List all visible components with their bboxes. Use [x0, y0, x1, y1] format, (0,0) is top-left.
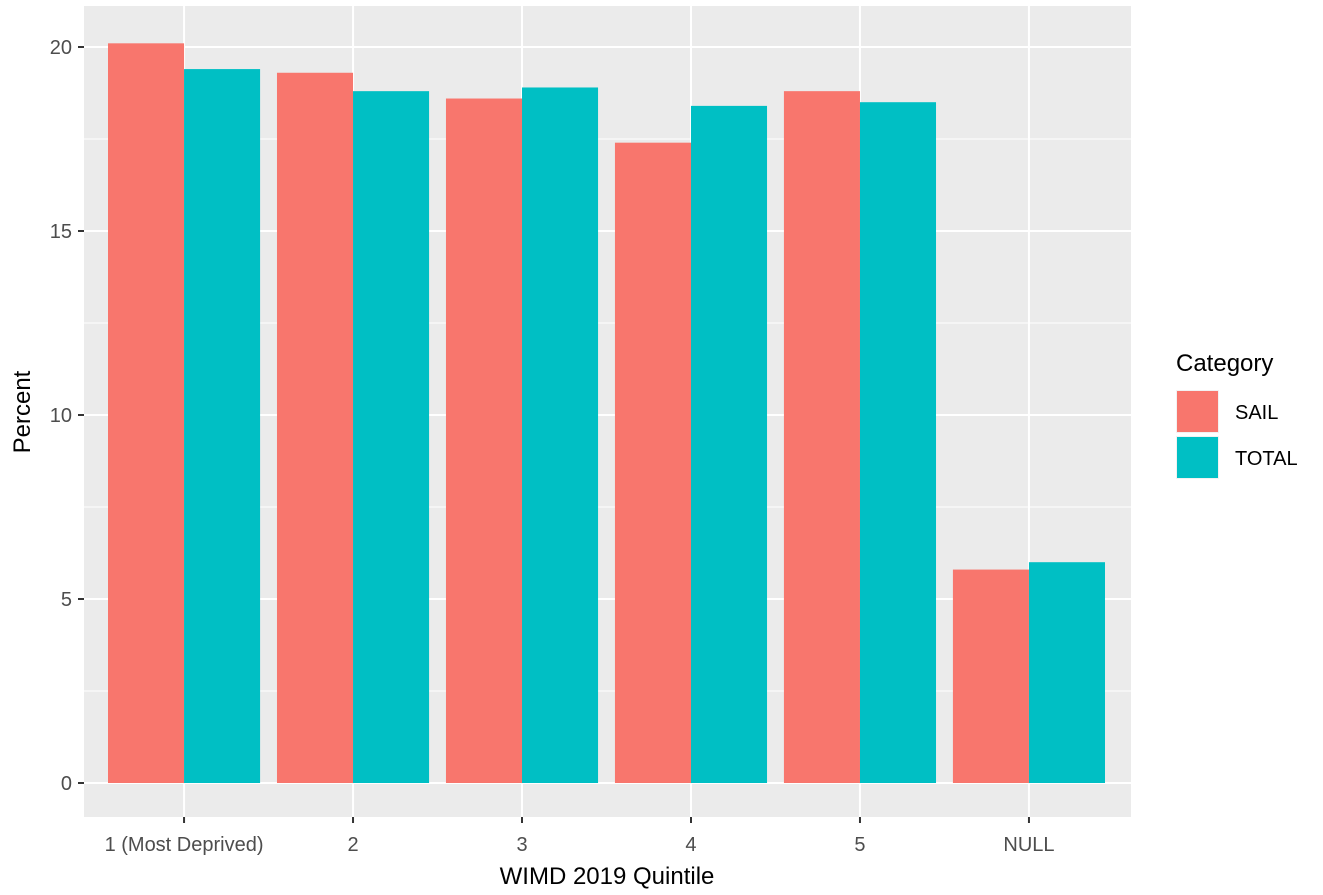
bar-total-6 [1028, 562, 1105, 783]
legend: Category SAIL TOTAL [1176, 350, 1298, 479]
x-tick-label: 4 [685, 834, 696, 856]
x-tick-label: 2 [347, 834, 358, 856]
x-tick-label: 3 [516, 834, 527, 856]
legend-label-total: TOTAL [1235, 448, 1298, 470]
bar-total-1 [184, 69, 261, 783]
y-tick-label: 5 [61, 589, 72, 611]
y-tick-label: 0 [61, 773, 72, 795]
x-tick-label: 5 [854, 834, 865, 856]
bar-sail-6 [952, 569, 1029, 783]
bar-sail-4 [614, 142, 691, 783]
axes: 0 5 10 15 20 1 (Most Deprived) 2 3 4 5 NULL [50, 37, 1055, 856]
bar-sail-3 [445, 98, 523, 783]
bar-total-2 [353, 91, 430, 783]
y-tick-label: 15 [50, 221, 72, 243]
y-tick-label: 10 [50, 405, 72, 427]
legend-swatch-sail [1177, 391, 1218, 432]
legend-items: SAIL TOTAL [1176, 390, 1298, 479]
bar-sail-5 [783, 91, 860, 783]
x-axis-title: WIMD 2019 Quintile [500, 863, 715, 890]
bar-total-5 [859, 102, 937, 783]
bar-total-4 [690, 105, 768, 783]
bars [108, 43, 1105, 784]
legend-title: Category [1176, 350, 1273, 377]
y-tick-label: 20 [50, 37, 72, 59]
legend-label-sail: SAIL [1235, 402, 1278, 424]
x-tick-label: 1 (Most Deprived) [105, 834, 264, 856]
x-tick-label: NULL [1003, 834, 1054, 856]
bar-sail-1 [108, 43, 185, 783]
bar-sail-2 [276, 72, 354, 783]
legend-swatch-total [1177, 437, 1218, 478]
bar-total-3 [522, 87, 599, 784]
y-axis-title: Percent [9, 370, 36, 453]
